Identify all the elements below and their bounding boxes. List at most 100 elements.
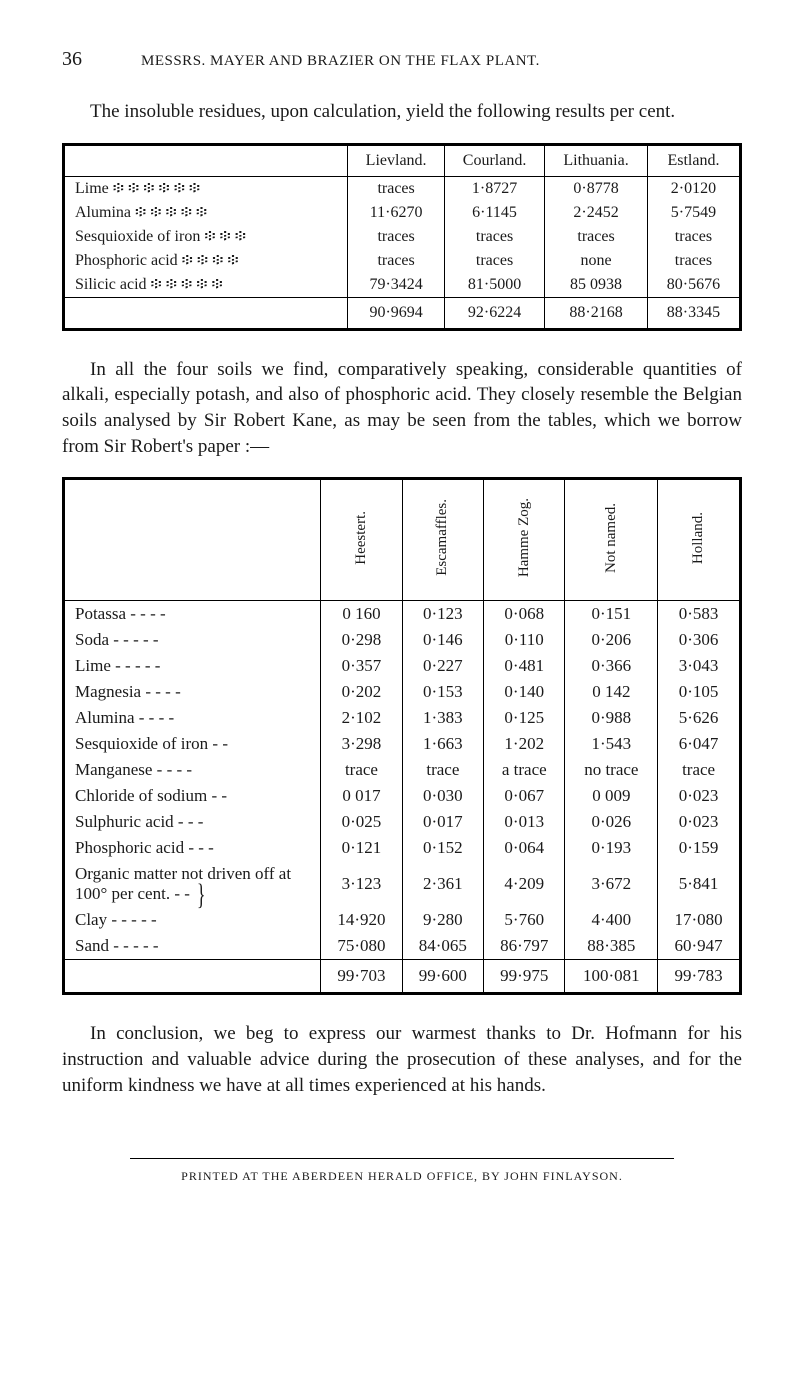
cell: 79·3424 — [348, 273, 445, 298]
cell: a trace — [484, 757, 565, 783]
cell: 0·357 — [321, 653, 402, 679]
cell: 1·383 — [402, 705, 483, 731]
table-row: Clay - - - - -14·9209·2805·7604·40017·08… — [64, 907, 741, 933]
row-label — [64, 297, 348, 329]
cell: 0·153 — [402, 679, 483, 705]
cell: trace — [321, 757, 402, 783]
cell: 1·663 — [402, 731, 483, 757]
cell: 0·110 — [484, 627, 565, 653]
cell: traces — [348, 176, 445, 201]
cell: 0 017 — [321, 783, 402, 809]
row-label: Clay - - - - - — [64, 907, 321, 933]
row-label: Sand - - - - - — [64, 933, 321, 960]
cell: 0·8778 — [545, 176, 648, 201]
row-label: Sesquioxide of iron - - — [64, 731, 321, 757]
total-cell: 100·081 — [565, 960, 658, 994]
table-row: Soda - - - - -0·2980·1460·1100·2060·306 — [64, 627, 741, 653]
cell: 5·841 — [658, 861, 741, 907]
cell: 2·2452 — [545, 201, 648, 225]
cell: 86·797 — [484, 933, 565, 960]
cell: 0·146 — [402, 627, 483, 653]
table-row: Silicic acid ፨ ፨ ፨ ፨ ፨79·342481·500085 0… — [64, 273, 741, 298]
cell: 11·6270 — [348, 201, 445, 225]
cell: 88·385 — [565, 933, 658, 960]
table-row: Magnesia - - - -0·2020·1530·1400 1420·10… — [64, 679, 741, 705]
cell: 0·151 — [565, 601, 658, 628]
cell: 0·988 — [565, 705, 658, 731]
cell: 14·920 — [321, 907, 402, 933]
cell: 60·947 — [658, 933, 741, 960]
total-cell: 99·783 — [658, 960, 741, 994]
footer-rule — [130, 1158, 674, 1159]
cell: 0·159 — [658, 835, 741, 861]
table-belgian-soils: Heestert. Escamaffles. Hamme Zog. Not na… — [62, 477, 742, 995]
col-lievland: Lievland. — [348, 144, 445, 176]
cell: 0·125 — [484, 705, 565, 731]
cell: 0·193 — [565, 835, 658, 861]
cell: 0·105 — [658, 679, 741, 705]
table-row: Sesquioxide of iron ፨ ፨ ፨tracestracestra… — [64, 225, 741, 249]
col-estland: Estland. — [647, 144, 740, 176]
cell: 0·013 — [484, 809, 565, 835]
cell: traces — [444, 249, 544, 273]
cell: traces — [348, 249, 445, 273]
total-cell: 99·600 — [402, 960, 483, 994]
total-cell: 88·2168 — [545, 297, 648, 329]
table-header-row: Lievland. Courland. Lithuania. Estland. — [64, 144, 741, 176]
col-empty — [64, 144, 348, 176]
table-row: Alumina ፨ ፨ ፨ ፨ ፨11·62706·11452·24525·75… — [64, 201, 741, 225]
cell: 1·202 — [484, 731, 565, 757]
total-cell: 90·9694 — [348, 297, 445, 329]
cell: 5·626 — [658, 705, 741, 731]
t2-col-heestert: Heestert. — [321, 479, 402, 601]
table-row: Phosphoric acid ፨ ፨ ፨ ፨tracestracesnonet… — [64, 249, 741, 273]
table-row: Manganese - - - -tracetracea traceno tra… — [64, 757, 741, 783]
cell: 0·067 — [484, 783, 565, 809]
cell: 0 160 — [321, 601, 402, 628]
cell: 6·047 — [658, 731, 741, 757]
cell: 0·481 — [484, 653, 565, 679]
col-lithuania: Lithuania. — [545, 144, 648, 176]
row-label: Silicic acid ፨ ፨ ፨ ፨ ፨ — [64, 273, 348, 298]
table-row: Lime - - - - -0·3570·2270·4810·3663·043 — [64, 653, 741, 679]
cell: 0·025 — [321, 809, 402, 835]
paragraph-1-text: The insoluble residues, upon calculation… — [90, 101, 675, 122]
cell: 5·760 — [484, 907, 565, 933]
cell: 3·123 — [321, 861, 402, 907]
total-cell: 88·3345 — [647, 297, 740, 329]
row-label: Lime ፨ ፨ ፨ ፨ ፨ ፨ — [64, 176, 348, 201]
row-label — [64, 960, 321, 994]
cell: 0·068 — [484, 601, 565, 628]
cell: 2·0120 — [647, 176, 740, 201]
paragraph-2-text: In all the four soils we find, comparati… — [62, 359, 742, 457]
row-label: Phosphoric acid - - - — [64, 835, 321, 861]
t2-col-escamaffles: Escamaffles. — [402, 479, 483, 601]
cell: 81·5000 — [444, 273, 544, 298]
cell: 0·202 — [321, 679, 402, 705]
paragraph-1: The insoluble residues, upon calculation… — [62, 99, 742, 125]
running-head: MESSRS. MAYER AND BRAZIER ON THE FLAX PL… — [141, 53, 540, 70]
row-label: Alumina - - - - — [64, 705, 321, 731]
cell: trace — [658, 757, 741, 783]
cell: 0·017 — [402, 809, 483, 835]
t2-col-hamme-zog: Hamme Zog. — [484, 479, 565, 601]
table-row: Potassa - - - -0 1600·1230·0680·1510·583 — [64, 601, 741, 628]
table-row: Lime ፨ ፨ ፨ ፨ ፨ ፨traces1·87270·87782·0120 — [64, 176, 741, 201]
row-label: Phosphoric acid ፨ ፨ ፨ ፨ — [64, 249, 348, 273]
table-row: Phosphoric acid - - -0·1210·1520·0640·19… — [64, 835, 741, 861]
cell: 2·102 — [321, 705, 402, 731]
row-label: Organic matter not driven off at 100° pe… — [64, 861, 321, 907]
cell: 3·672 — [565, 861, 658, 907]
cell: 0·030 — [402, 783, 483, 809]
cell: 0·227 — [402, 653, 483, 679]
cell: traces — [545, 225, 648, 249]
row-label: Potassa - - - - — [64, 601, 321, 628]
table2-body: Potassa - - - -0 1600·1230·0680·1510·583… — [64, 601, 741, 994]
cell: 1·8727 — [444, 176, 544, 201]
cell: 4·209 — [484, 861, 565, 907]
cell: 4·400 — [565, 907, 658, 933]
cell: traces — [647, 249, 740, 273]
cell: 75·080 — [321, 933, 402, 960]
row-label: Chloride of sodium - - — [64, 783, 321, 809]
cell: 1·543 — [565, 731, 658, 757]
